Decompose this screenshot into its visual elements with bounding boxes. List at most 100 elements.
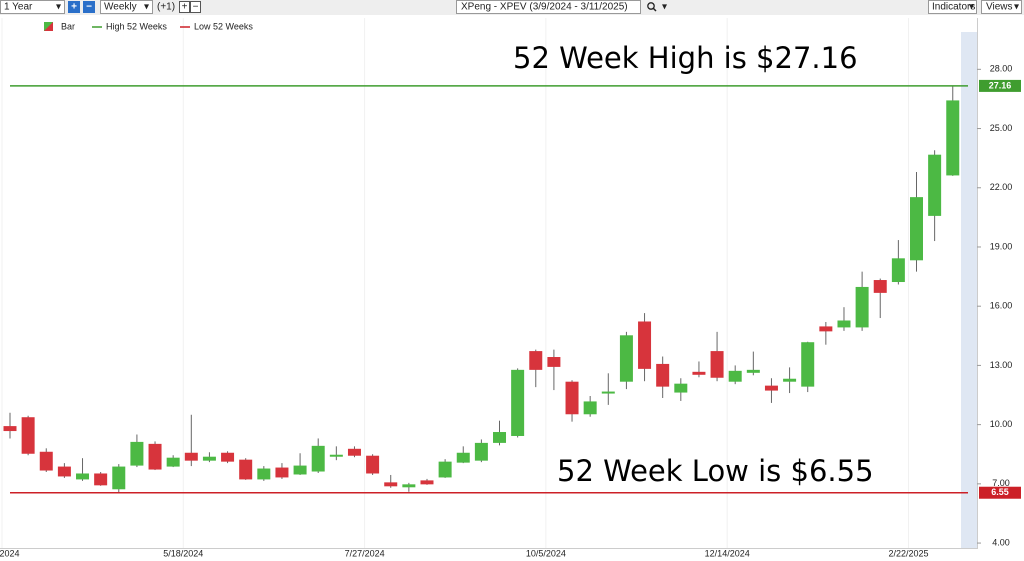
candle-body <box>638 321 652 369</box>
candle-body <box>783 378 797 382</box>
minus-icon: − <box>86 2 92 13</box>
candle-body <box>166 457 180 467</box>
candle-body <box>601 391 615 394</box>
interval-select[interactable] <box>100 0 153 14</box>
x-tick-label: 12/14/2024 <box>705 548 750 558</box>
candle-body <box>656 363 670 387</box>
offset-plus[interactable] <box>179 1 190 13</box>
candle-body <box>746 369 760 373</box>
candle-body <box>384 482 398 487</box>
y-tick-label: 22.00 <box>990 182 1013 192</box>
y-tick-label: 13.00 <box>990 360 1013 370</box>
candle-body <box>565 381 579 415</box>
candle-body <box>493 432 507 443</box>
candle-body <box>474 442 488 461</box>
price-tag-label: 6.55 <box>991 487 1009 497</box>
candle-body <box>293 465 307 475</box>
candle-body <box>619 335 633 382</box>
x-tick-label: 7/27/2024 <box>345 548 385 558</box>
plus-icon: + <box>182 2 188 13</box>
y-tick-label: 19.00 <box>990 241 1013 251</box>
candle-body <box>275 467 289 478</box>
x-tick-label: 10/5/2024 <box>526 548 566 558</box>
candle-body <box>184 452 198 461</box>
range-label: 1 Year <box>4 2 33 13</box>
candle-body <box>329 454 343 457</box>
candle-body <box>39 451 53 471</box>
candle-body <box>547 357 561 367</box>
y-tick-label: 7.00 <box>992 478 1010 488</box>
x-tick-label: 5/18/2024 <box>163 548 203 558</box>
legend-label: Bar <box>61 21 75 31</box>
annotation: 52 Week High is $27.16 <box>513 41 858 75</box>
current-week-highlight <box>961 32 978 548</box>
candle-body <box>873 280 887 293</box>
symbol-label: XPeng - XPEV (3/9/2024 - 3/11/2025) <box>461 2 628 13</box>
candle-body <box>764 385 778 391</box>
dropdown-arrow: ▾ <box>662 2 667 13</box>
candle-body <box>148 443 162 470</box>
price-tag <box>979 79 1021 92</box>
candle-body <box>692 371 706 375</box>
candle-body <box>910 197 923 261</box>
candle-body <box>202 456 216 461</box>
price-tag-label: 27.16 <box>989 80 1012 90</box>
y-tick-label: 10.00 <box>990 419 1013 429</box>
candle-body <box>402 484 416 488</box>
candle-body <box>928 154 942 216</box>
indicators-button[interactable] <box>928 0 977 14</box>
zoom-out[interactable] <box>83 1 95 13</box>
candle-body <box>819 326 833 332</box>
dropdown-arrow: ▾ <box>144 2 149 13</box>
y-tick-label: 16.00 <box>990 301 1013 311</box>
candle-body <box>801 342 815 387</box>
zoom-in[interactable] <box>68 1 80 13</box>
candle-body <box>728 370 742 382</box>
search-icon[interactable] <box>647 2 655 10</box>
y-tick-label: 4.00 <box>992 537 1010 547</box>
y-tick-label: 25.00 <box>990 123 1013 133</box>
candle-body <box>891 258 905 283</box>
candle-body <box>946 100 960 176</box>
views-label: Views <box>986 2 1013 13</box>
x-tick-label: 2/22/2025 <box>888 548 928 558</box>
plus-icon: + <box>71 2 77 13</box>
candle-body <box>21 417 35 454</box>
candle-body <box>855 286 869 328</box>
legend-label: High 52 Weeks <box>106 21 167 31</box>
search-icon-handle <box>652 7 657 12</box>
candle-body <box>420 480 434 485</box>
candle-body <box>583 401 597 415</box>
candle-body <box>456 452 470 463</box>
candle-body <box>710 351 724 378</box>
candle-body <box>438 461 452 478</box>
offset-minus[interactable] <box>190 1 201 13</box>
range-select[interactable] <box>0 0 65 14</box>
views-button[interactable] <box>981 0 1022 14</box>
candle-body <box>112 466 126 490</box>
candle-body <box>347 448 361 456</box>
candle-body <box>311 445 325 472</box>
candle-body <box>366 455 380 474</box>
legend-label: Low 52 Weeks <box>194 21 253 31</box>
symbol-box[interactable] <box>456 0 641 14</box>
x-tick-label: 3/9/2024 <box>0 548 20 558</box>
candle-body <box>94 473 108 486</box>
offset-label: (+1) <box>157 2 175 13</box>
dropdown-arrow: ▾ <box>969 2 974 13</box>
legend-swatch <box>44 22 53 31</box>
indicators-label: Indicators <box>932 2 975 13</box>
candle-body <box>130 441 144 466</box>
annotation: 52 Week Low is $6.55 <box>557 454 874 488</box>
candle-body <box>221 452 235 462</box>
candle-body <box>674 383 688 393</box>
candle-body <box>3 426 17 432</box>
dropdown-arrow: ▾ <box>1014 2 1019 13</box>
y-tick-label: 28.00 <box>990 64 1013 74</box>
interval-label: Weekly <box>104 2 137 13</box>
dropdown-arrow: ▾ <box>56 2 61 13</box>
candle-body <box>239 459 253 480</box>
candle-body <box>76 473 90 480</box>
